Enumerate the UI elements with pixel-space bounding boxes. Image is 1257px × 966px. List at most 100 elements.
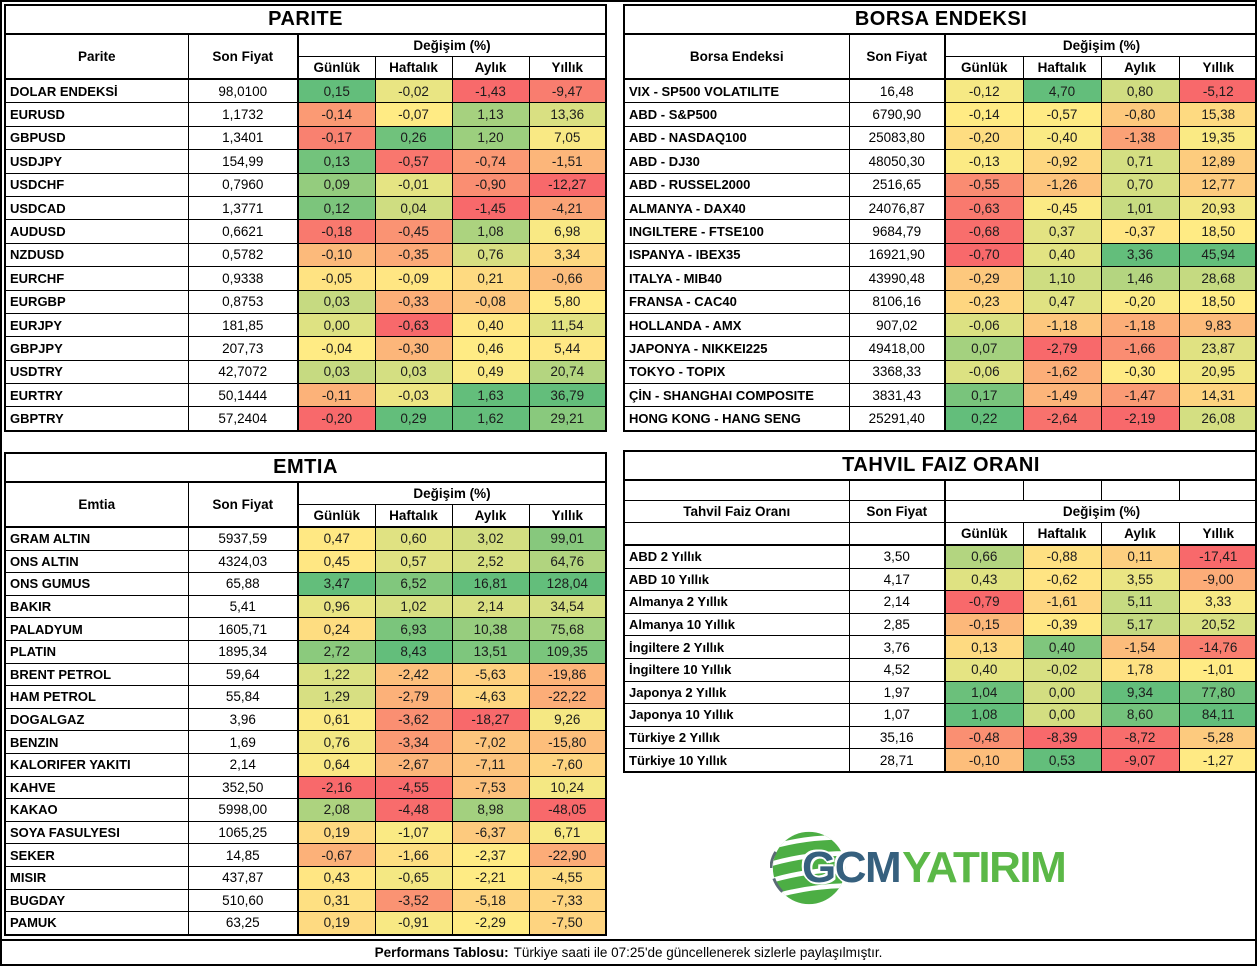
instrument-name: SEKER bbox=[4, 843, 189, 867]
column-header-yearly: Yıllık bbox=[1178, 522, 1255, 546]
table-row: BENZIN 1,69 0,76 -3,34 -7,02 -15,80 bbox=[4, 730, 607, 754]
table-row: İngiltere 2 Yıllık 3,76 0,13 0,40 -1,54 -14,7… bbox=[623, 635, 1255, 659]
instrument-name: ONS GUMUS bbox=[4, 572, 189, 596]
change-cell: -2,37 bbox=[451, 843, 530, 867]
subheader-row: Günlük Haftalık Aylık Yıllık bbox=[623, 522, 1255, 546]
change-cell: 2,72 bbox=[297, 639, 376, 664]
change-cell: 13,51 bbox=[451, 639, 530, 664]
last-price: 48050,30 bbox=[848, 149, 946, 174]
change-cell: -4,21 bbox=[528, 195, 607, 221]
footer-text: Türkiye saati ile 07:25'de güncellenerek… bbox=[513, 945, 883, 960]
change-cell: -0,07 bbox=[374, 102, 453, 127]
change-cell: -7,53 bbox=[451, 775, 530, 800]
column-header-weekly: Haftalık bbox=[1022, 522, 1102, 546]
last-price: 50,1444 bbox=[187, 383, 299, 408]
column-header-yearly: Yıllık bbox=[528, 504, 607, 528]
instrument-name: MISIR bbox=[4, 865, 189, 890]
last-price: 16,48 bbox=[848, 78, 946, 104]
table-row: Japonya 2 Yıllık 1,97 1,04 0,00 9,34 77,80 bbox=[623, 680, 1255, 705]
change-cell: -0,67 bbox=[297, 843, 376, 867]
last-price: 57,2404 bbox=[187, 406, 299, 432]
change-cell: 0,61 bbox=[297, 707, 376, 732]
change-cell: -0,12 bbox=[944, 78, 1024, 104]
instrument-name: EURCHF bbox=[4, 266, 189, 291]
last-price: 55,84 bbox=[187, 685, 299, 709]
column-header-monthly: Aylık bbox=[1100, 56, 1180, 80]
last-price: 0,9338 bbox=[187, 266, 299, 291]
instrument-name: ONS ALTIN bbox=[4, 549, 189, 574]
change-cell: 13,36 bbox=[528, 102, 607, 127]
change-cell: -0,11 bbox=[297, 383, 376, 408]
subheader-row: Günlük Haftalık Aylık Yıllık bbox=[5, 56, 607, 80]
change-cell: 0,46 bbox=[451, 336, 530, 361]
change-cell: 5,44 bbox=[528, 336, 607, 361]
change-cell: 75,68 bbox=[528, 617, 607, 641]
column-header-price: Son Fiyat bbox=[848, 33, 946, 80]
instrument-name: Japonya 2 Yıllık bbox=[623, 680, 850, 705]
change-cell: 5,80 bbox=[528, 289, 607, 314]
last-price: 1895,34 bbox=[187, 639, 299, 664]
change-cell: -2,19 bbox=[1100, 406, 1180, 432]
globe-icon bbox=[770, 831, 848, 905]
table-row: GBPTRY 57,2404 -0,20 0,29 1,62 29,21 bbox=[4, 406, 607, 432]
table-row: ABD - DJ30 48050,30 -0,13 -0,92 0,71 12,89 bbox=[623, 149, 1255, 174]
change-cell: 12,77 bbox=[1178, 172, 1255, 197]
spacer-cell bbox=[944, 479, 1024, 501]
change-cell: 1,10 bbox=[1022, 266, 1102, 291]
borsa-endeksi-table: BORSA ENDEKSI Borsa Endeksi Son Fiyat De… bbox=[623, 4, 1255, 432]
change-cell: -0,80 bbox=[1100, 102, 1180, 127]
instrument-name: Türkiye 10 Yıllık bbox=[623, 748, 850, 773]
change-cell: -1,18 bbox=[1022, 312, 1102, 338]
change-cell: 0,00 bbox=[1022, 703, 1102, 727]
instrument-name: DOLAR ENDEKSİ bbox=[4, 78, 189, 104]
change-cell: 16,81 bbox=[451, 572, 530, 596]
change-cell: 2,08 bbox=[297, 798, 376, 822]
instrument-name: AUDUSD bbox=[4, 219, 189, 244]
change-cell: -0,03 bbox=[374, 383, 453, 408]
change-cell: 0,03 bbox=[297, 289, 376, 314]
change-cell: 0,31 bbox=[297, 888, 376, 913]
change-cell: 0,15 bbox=[297, 78, 376, 104]
change-cell: -6,37 bbox=[451, 820, 530, 845]
change-cell: 7,05 bbox=[528, 125, 607, 151]
change-cell: 0,47 bbox=[297, 526, 376, 551]
table-row: TOKYO - TOPIX 3368,33 -0,06 -1,62 -0,30 20,95 bbox=[623, 359, 1255, 385]
last-price: 0,7960 bbox=[187, 172, 299, 197]
table-row: ISPANYA - IBEX35 16921,90 -0,70 0,40 3,36 45,… bbox=[623, 242, 1255, 268]
change-cell: 9,34 bbox=[1100, 680, 1180, 705]
change-cell: 64,76 bbox=[528, 549, 607, 574]
change-cell: 2,14 bbox=[451, 594, 530, 619]
change-cell: -0,14 bbox=[297, 102, 376, 127]
change-cell: -0,92 bbox=[1022, 149, 1102, 174]
change-cell: -0,20 bbox=[297, 406, 376, 432]
change-cell: -1,38 bbox=[1100, 125, 1180, 151]
table-row: Almanya 2 Yıllık 2,14 -0,79 -1,61 5,11 3,33 bbox=[623, 590, 1255, 614]
change-cell: -0,68 bbox=[944, 219, 1024, 244]
change-cell: 84,11 bbox=[1178, 703, 1255, 727]
last-price: 1,97 bbox=[848, 680, 946, 705]
change-cell: 0,00 bbox=[1022, 680, 1102, 705]
change-cell: -1,07 bbox=[374, 820, 453, 845]
change-cell: 0,40 bbox=[451, 312, 530, 338]
change-cell: 1,22 bbox=[297, 662, 376, 687]
empty-header-cell bbox=[848, 522, 946, 546]
change-cell: 1,02 bbox=[374, 594, 453, 619]
tahvil-table-body: ABD 2 Yıllık 3,50 0,66 -0,88 0,11 -17,41 ABD 1… bbox=[623, 544, 1255, 773]
change-cell: -0,08 bbox=[451, 289, 530, 314]
last-price: 42,7072 bbox=[187, 359, 299, 385]
change-cell: -7,11 bbox=[451, 752, 530, 777]
change-cell: -3,52 bbox=[374, 888, 453, 913]
change-cell: -12,27 bbox=[528, 172, 607, 197]
table-row: ABD - S&P500 6790,90 -0,14 -0,57 -0,80 15,38 bbox=[623, 102, 1255, 127]
last-price: 207,73 bbox=[187, 336, 299, 361]
instrument-name: HONG KONG - HANG SENG bbox=[623, 406, 850, 432]
table-row: HAM PETROL 55,84 1,29 -2,79 -4,63 -22,22 bbox=[4, 685, 607, 709]
change-cell: -0,18 bbox=[297, 219, 376, 244]
change-cell: -1,66 bbox=[374, 843, 453, 867]
instrument-name: FRANSA - CAC40 bbox=[623, 289, 850, 314]
last-price: 1,69 bbox=[187, 730, 299, 754]
table-row: ONS ALTIN 4324,03 0,45 0,57 2,52 64,76 bbox=[4, 549, 607, 574]
table-row: VIX - SP500 VOLATILITE 16,48 -0,12 4,70 0,80… bbox=[623, 78, 1255, 104]
instrument-name: USDCAD bbox=[4, 195, 189, 221]
table-row: ABD 2 Yıllık 3,50 0,66 -0,88 0,11 -17,41 bbox=[623, 544, 1255, 569]
